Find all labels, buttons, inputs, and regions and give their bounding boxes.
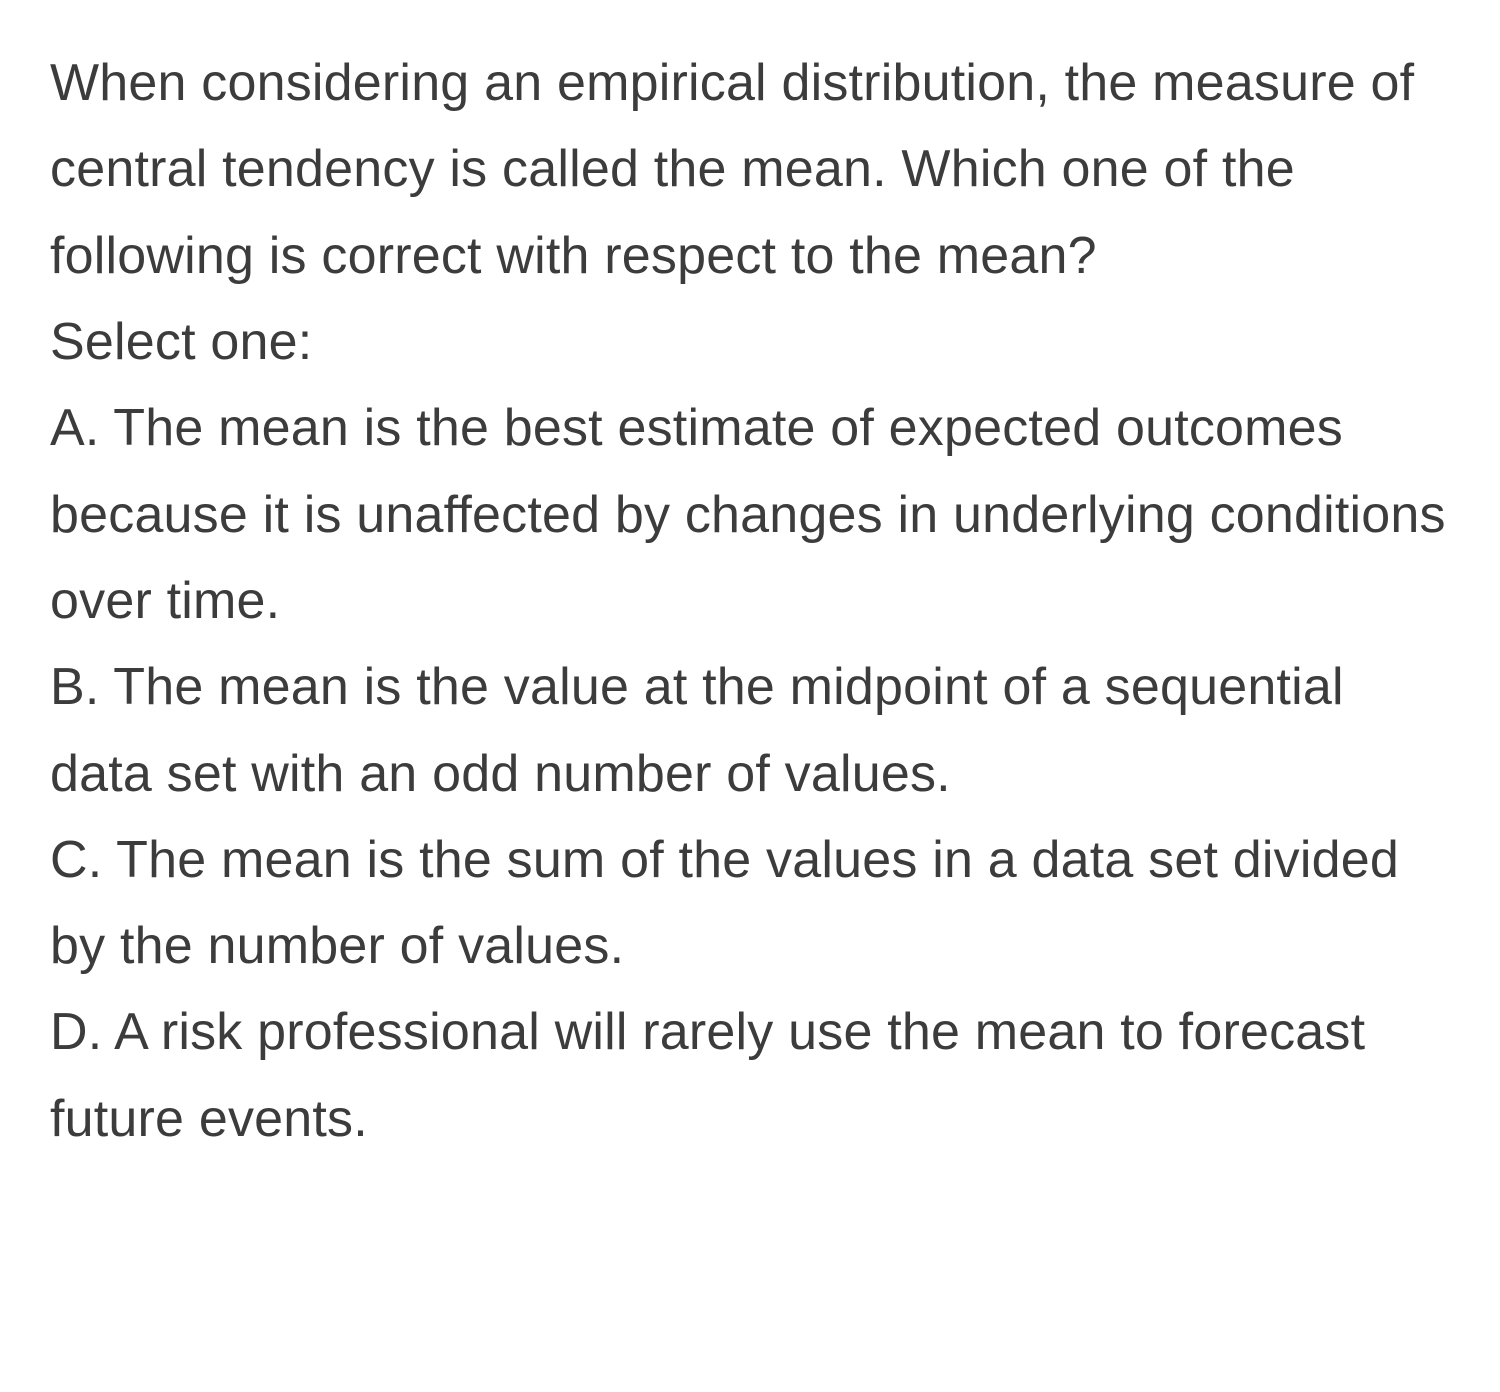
question-container: When considering an empirical distributi… bbox=[0, 0, 1500, 1202]
option-d[interactable]: D. A risk professional will rarely use t… bbox=[50, 989, 1450, 1162]
option-b[interactable]: B. The mean is the value at the midpoint… bbox=[50, 644, 1450, 817]
option-c[interactable]: C. The mean is the sum of the values in … bbox=[50, 817, 1450, 990]
option-a[interactable]: A. The mean is the best estimate of expe… bbox=[50, 385, 1450, 644]
select-prompt: Select one: bbox=[50, 299, 1450, 385]
question-stem: When considering an empirical distributi… bbox=[50, 40, 1450, 299]
